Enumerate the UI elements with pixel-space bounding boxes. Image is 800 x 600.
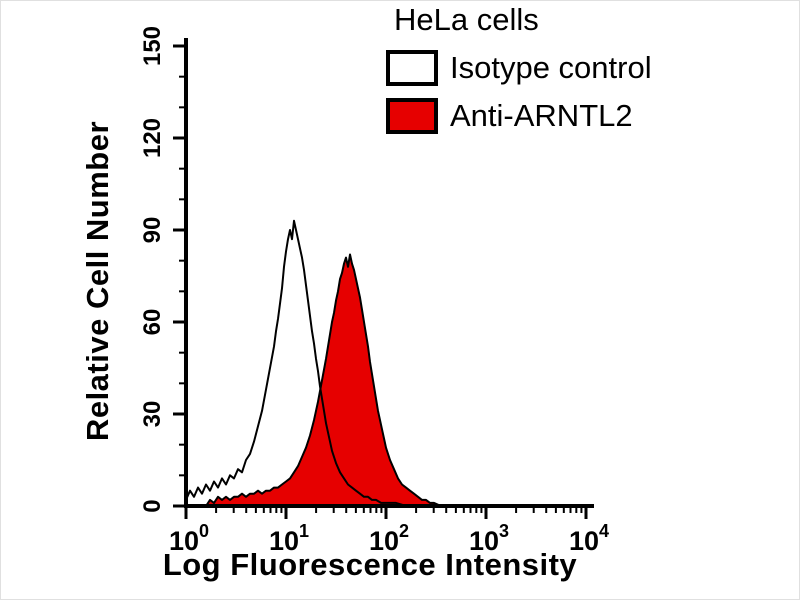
y-axis-title: Relative Cell Number — [80, 120, 115, 442]
y-tick-label: 60 — [139, 309, 166, 336]
legend-swatch-anti — [386, 98, 438, 134]
y-tick-label: 30 — [139, 401, 166, 428]
x-tick-label: 102 — [369, 521, 409, 556]
legend-label-isotype: Isotype control — [450, 50, 652, 85]
chart-title: HeLa cells — [394, 2, 539, 37]
series-anti-arntl2 — [205, 253, 442, 507]
legend-swatch-isotype — [386, 50, 438, 86]
legend-label-anti: Anti-ARNTL2 — [450, 98, 633, 133]
y-tick-label: 90 — [139, 217, 166, 244]
x-tick-label: 100 — [169, 521, 209, 556]
y-tick-label: 0 — [139, 499, 166, 512]
x-axis-title: Log Fluorescence Intensity — [162, 547, 578, 582]
x-tick-label: 101 — [269, 521, 309, 556]
series-isotype-control — [185, 219, 407, 507]
legend-item-anti-arntl2: Anti-ARNTL2 — [386, 98, 652, 134]
y-tick-label: 150 — [139, 26, 166, 66]
x-tick-label: 104 — [569, 521, 609, 556]
y-tick-label: 120 — [139, 118, 166, 158]
legend-item-isotype-control: Isotype control — [386, 50, 652, 86]
legend: HeLa cells Isotype control Anti-ARNTL2 — [386, 2, 652, 134]
x-tick-label: 103 — [469, 521, 509, 556]
